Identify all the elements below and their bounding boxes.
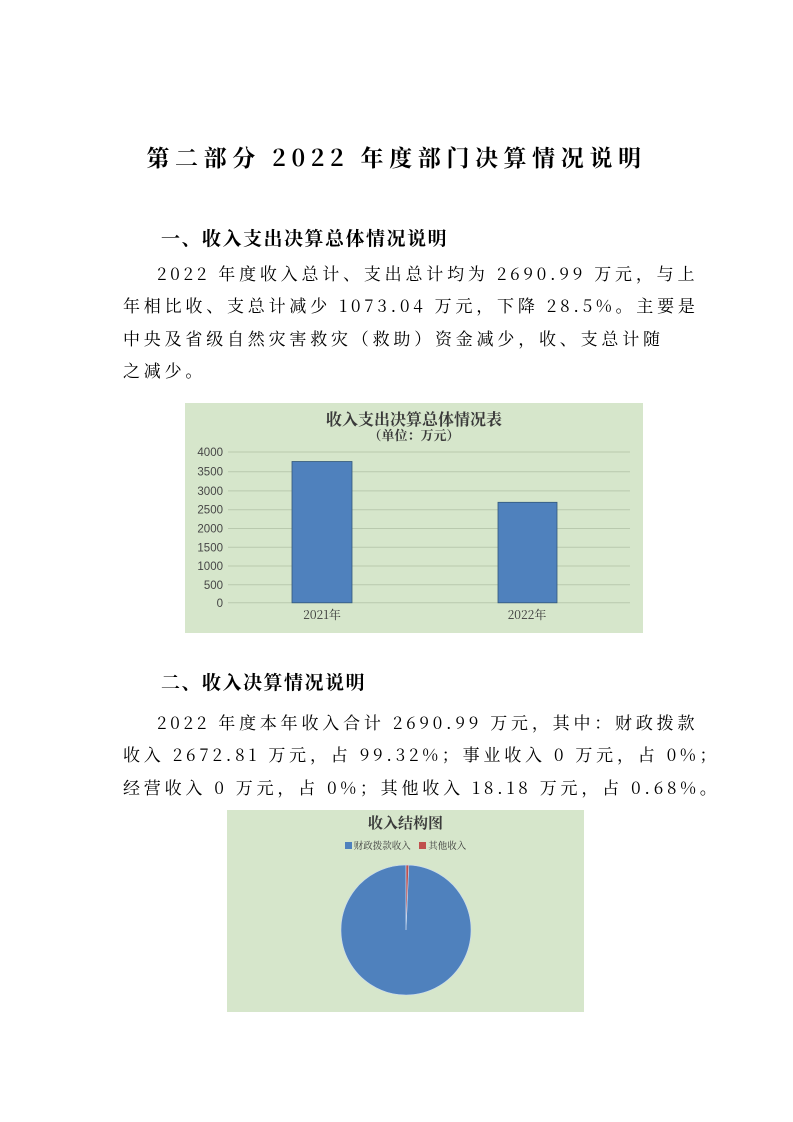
svg-text:2000: 2000	[197, 524, 223, 536]
svg-text:2022年: 2022年	[508, 606, 547, 623]
svg-text:2021年: 2021年	[303, 606, 341, 623]
svg-text:0: 0	[217, 598, 223, 610]
svg-text:1000: 1000	[197, 561, 223, 573]
svg-text:3500: 3500	[197, 467, 223, 479]
svg-text:4000: 4000	[197, 447, 223, 459]
svg-text:2500: 2500	[197, 505, 223, 517]
svg-text:1500: 1500	[197, 542, 223, 554]
svg-text:500: 500	[204, 580, 223, 592]
svg-text:3000: 3000	[197, 486, 223, 498]
